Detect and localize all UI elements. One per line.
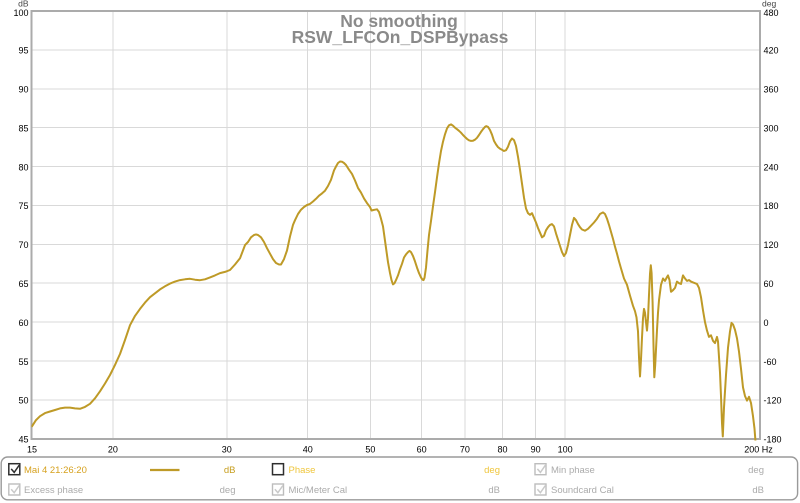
svg-text:100: 100 (558, 444, 573, 454)
svg-text:90: 90 (531, 444, 541, 454)
svg-text:60: 60 (18, 318, 28, 328)
svg-text:Soundcard Cal: Soundcard Cal (551, 485, 614, 496)
svg-text:75: 75 (18, 201, 28, 211)
svg-text:95: 95 (18, 46, 28, 56)
svg-text:dB: dB (224, 465, 236, 476)
svg-text:Excess phase: Excess phase (24, 485, 83, 496)
svg-text:deg: deg (220, 485, 236, 496)
svg-text:50: 50 (18, 396, 28, 406)
svg-text:90: 90 (18, 85, 28, 95)
svg-text:40: 40 (303, 444, 313, 454)
svg-text:100: 100 (13, 8, 28, 18)
svg-text:dB: dB (18, 0, 29, 9)
svg-text:180: 180 (764, 201, 779, 211)
svg-text:-120: -120 (764, 396, 782, 406)
svg-text:55: 55 (18, 357, 28, 367)
svg-text:45: 45 (18, 435, 28, 445)
svg-text:80: 80 (18, 162, 28, 172)
svg-text:0: 0 (764, 318, 769, 328)
svg-text:RSW_LFCOn_DSPBypass: RSW_LFCOn_DSPBypass (292, 27, 509, 47)
svg-text:70: 70 (460, 444, 470, 454)
svg-text:60: 60 (764, 279, 774, 289)
svg-text:dB: dB (752, 485, 764, 496)
svg-text:deg: deg (484, 465, 500, 476)
svg-text:80: 80 (497, 444, 507, 454)
svg-text:Phase: Phase (289, 465, 316, 476)
svg-text:-180: -180 (764, 435, 782, 445)
svg-text:30: 30 (222, 444, 232, 454)
svg-text:20: 20 (108, 444, 118, 454)
svg-text:No smoothing: No smoothing (340, 11, 458, 31)
svg-text:-60: -60 (764, 357, 777, 367)
svg-text:300: 300 (764, 124, 779, 134)
svg-text:240: 240 (764, 162, 779, 172)
svg-text:deg: deg (762, 0, 776, 9)
svg-text:420: 420 (764, 46, 779, 56)
svg-text:dB: dB (488, 485, 500, 496)
svg-text:120: 120 (764, 240, 779, 250)
svg-text:60: 60 (417, 444, 427, 454)
svg-text:65: 65 (18, 279, 28, 289)
svg-text:Mic/Meter Cal: Mic/Meter Cal (289, 485, 348, 496)
svg-text:15: 15 (27, 444, 37, 454)
svg-text:70: 70 (18, 240, 28, 250)
svg-text:Mai 4 21:26:20: Mai 4 21:26:20 (24, 465, 87, 476)
svg-text:Min phase: Min phase (551, 465, 595, 476)
svg-text:85: 85 (18, 124, 28, 134)
svg-text:360: 360 (764, 85, 779, 95)
svg-text:50: 50 (365, 444, 375, 454)
svg-text:200 Hz: 200 Hz (744, 444, 773, 454)
svg-text:deg: deg (748, 465, 764, 476)
svg-text:480: 480 (764, 8, 779, 18)
